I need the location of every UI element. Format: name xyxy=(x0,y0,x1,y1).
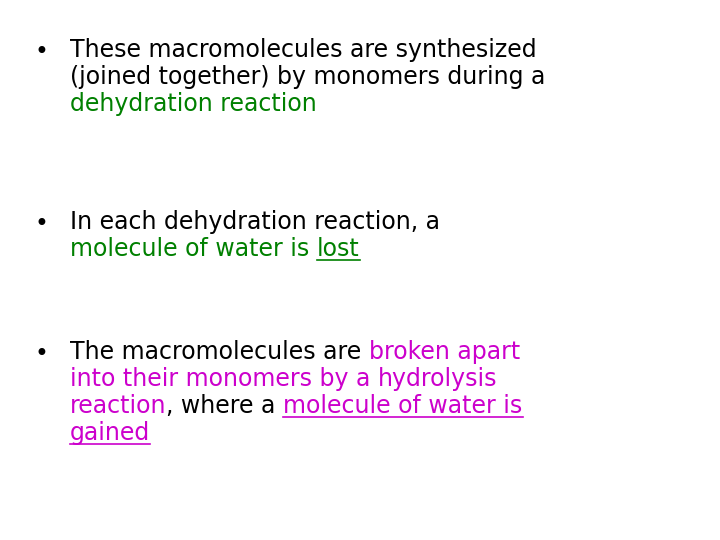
Text: , where a: , where a xyxy=(166,394,284,418)
Text: gained: gained xyxy=(70,421,150,445)
Text: lost: lost xyxy=(317,237,359,261)
Text: The macromolecules are: The macromolecules are xyxy=(70,340,369,364)
Text: reaction: reaction xyxy=(70,394,166,418)
Text: broken apart: broken apart xyxy=(369,340,520,364)
Text: In each dehydration reaction, a: In each dehydration reaction, a xyxy=(70,210,440,234)
Text: These macromolecules are synthesized: These macromolecules are synthesized xyxy=(70,38,536,62)
Text: •: • xyxy=(35,212,49,236)
Text: dehydration reaction: dehydration reaction xyxy=(70,92,317,116)
Text: molecule of water is: molecule of water is xyxy=(70,237,317,261)
Text: hydrolysis: hydrolysis xyxy=(378,367,498,391)
Text: (joined together) by monomers during a: (joined together) by monomers during a xyxy=(70,65,545,89)
Text: into their monomers by a: into their monomers by a xyxy=(70,367,378,391)
Text: •: • xyxy=(35,342,49,366)
Text: molecule of water is: molecule of water is xyxy=(284,394,523,418)
Text: •: • xyxy=(35,40,49,64)
